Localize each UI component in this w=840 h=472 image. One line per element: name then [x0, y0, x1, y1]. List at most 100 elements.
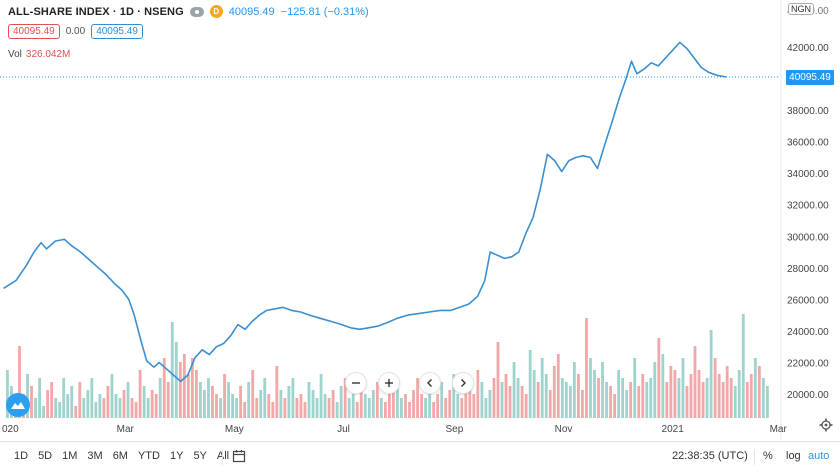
d-badge[interactable]: D [209, 5, 223, 18]
y-tick-label: 24000.00 [787, 327, 829, 338]
scroll-left-button[interactable] [419, 372, 441, 394]
zoom-out-button[interactable] [345, 372, 367, 394]
range-all[interactable]: All [216, 450, 230, 462]
buy-box[interactable]: 40095.49 [91, 24, 143, 39]
volume-bar [110, 374, 114, 418]
volume-bar [536, 382, 540, 418]
range-ytd[interactable]: YTD [137, 450, 160, 462]
zoom-in-button[interactable] [378, 372, 400, 394]
volume-bar [379, 398, 383, 418]
volume-bar [247, 382, 251, 418]
volume-bar [693, 346, 697, 418]
clock[interactable]: 22:38:35 (UTC) [672, 450, 748, 462]
volume-bar [564, 382, 568, 418]
y-tick-label: 28000.00 [787, 264, 829, 275]
volume-bar [194, 370, 198, 418]
percent-toggle[interactable]: % [763, 450, 773, 462]
volume-bar [424, 398, 428, 418]
range-5d[interactable]: 5D [38, 450, 53, 462]
tradingview-logo-icon[interactable] [6, 393, 30, 417]
volume-bar [556, 354, 560, 418]
volume-bar [347, 398, 351, 418]
y-tick-label: 22000.00 [787, 358, 829, 369]
gear-icon[interactable] [819, 418, 833, 432]
y-tick-label: 20000.00 [787, 390, 829, 401]
volume-bar [721, 382, 725, 418]
range-1m[interactable]: 1M [62, 450, 78, 462]
y-tick-label: 36000.00 [787, 138, 829, 149]
volume-bar [94, 402, 98, 418]
symbol-title[interactable]: ALL-SHARE INDEX · 1D · NSENG [8, 5, 184, 18]
log-toggle[interactable]: log [786, 450, 801, 462]
calendar-icon[interactable] [232, 449, 246, 463]
volume-bar [367, 398, 371, 418]
volume-bar [524, 394, 528, 418]
eye-icon[interactable] [189, 6, 204, 17]
volume-bar [375, 382, 379, 418]
auto-toggle[interactable]: auto [808, 450, 830, 462]
volume-bar [158, 378, 162, 418]
volume-bar [729, 378, 733, 418]
bid-ask-row: 40095.49 0.00 40095.49 [8, 24, 143, 39]
y-tick-label: 38000.00 [787, 106, 829, 117]
volume-bar [689, 374, 693, 418]
volume-bar [211, 386, 214, 418]
volume-bar [420, 394, 423, 418]
price-series-line [3, 41, 727, 383]
volume-bar [355, 402, 359, 418]
volume-bar [62, 378, 66, 418]
volume-bar [74, 406, 78, 418]
volume-bar [653, 362, 657, 418]
volume-bar [444, 398, 448, 418]
volume-bar [661, 354, 665, 418]
scroll-right-button[interactable] [452, 372, 474, 394]
volume-bar [251, 370, 255, 418]
volume-bar [190, 358, 194, 418]
volume-bar [456, 394, 460, 418]
volume-bar [408, 402, 411, 418]
volume-legend: Vol 326.042M [8, 49, 70, 60]
range-1y[interactable]: 1Y [169, 450, 184, 462]
volume-bar [82, 398, 86, 418]
volume-bar [681, 358, 685, 418]
volume-bar [70, 386, 74, 418]
volume-bar [709, 330, 713, 418]
y-tick-label: 26000.00 [787, 295, 829, 306]
volume-bar [476, 370, 480, 418]
volume-bar [174, 342, 178, 418]
volume-bar [416, 378, 419, 418]
volume-bar [460, 398, 464, 418]
volume-bar [18, 346, 21, 418]
volume-bar [753, 358, 757, 418]
volume-bar [231, 394, 234, 418]
volume-bar [757, 366, 761, 418]
volume-bar [283, 398, 287, 418]
volume-bar [532, 370, 536, 418]
volume-bar [488, 390, 492, 418]
volume-bar [90, 378, 94, 418]
volume-bar [597, 378, 600, 418]
range-6m[interactable]: 6M [112, 450, 128, 462]
volume-bar [713, 358, 717, 418]
currency-badge[interactable]: NGN [788, 3, 814, 15]
range-5y[interactable]: 5Y [193, 450, 207, 462]
range-1d[interactable]: 1D [14, 450, 29, 462]
volume-bar [339, 386, 343, 418]
volume-bar [725, 366, 729, 418]
volume-bar [548, 390, 552, 418]
volume-bar [58, 402, 62, 418]
chart-legend: ALL-SHARE INDEX · 1D · NSENG D 40095.49 … [8, 5, 369, 18]
volume-bar [388, 394, 391, 418]
volume-bar [150, 390, 154, 418]
volume-bar [745, 382, 749, 418]
volume-bar [560, 378, 564, 418]
volume-bar [601, 362, 604, 418]
separator [222, 449, 223, 465]
volume-bar [568, 386, 572, 418]
volume-bar [102, 398, 106, 418]
range-3m[interactable]: 3M [87, 450, 103, 462]
volume-bar [154, 394, 158, 418]
x-tick-label: Sep [446, 424, 464, 435]
volume-bar [146, 398, 150, 418]
sell-box[interactable]: 40095.49 [8, 24, 60, 39]
